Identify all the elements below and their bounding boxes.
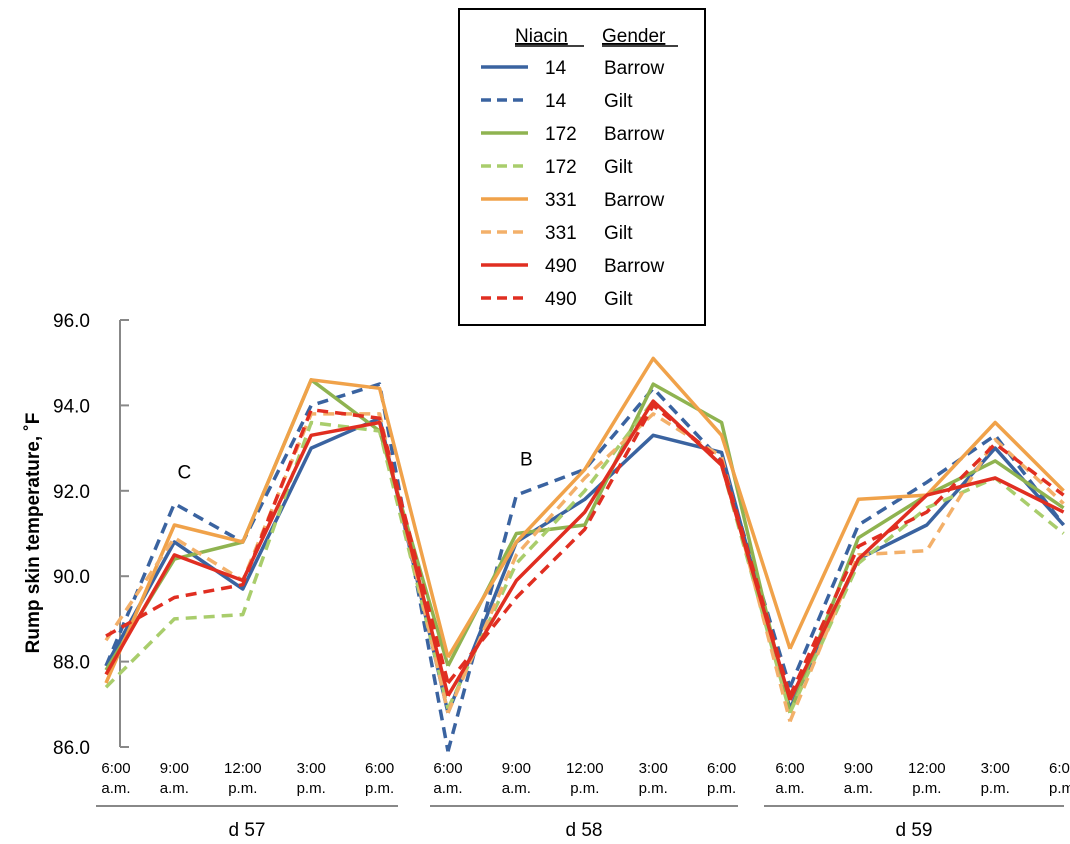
x-tick-period: p.m. [365, 780, 394, 797]
x-tick-period: a.m. [844, 780, 873, 797]
x-tick-time: 6:00 [775, 760, 804, 777]
series-331-barrow-line [104, 378, 450, 684]
series-172-gilt-line [104, 420, 450, 710]
annotations: CB [178, 450, 533, 484]
x-tick-period: p.m. [1049, 780, 1070, 797]
x-tick-time: 3:00 [981, 760, 1010, 777]
legend-niacin: 490 [545, 289, 577, 310]
legend-gender: Barrow [604, 124, 664, 145]
legend-niacin: 14 [545, 91, 567, 112]
legend-niacin: 331 [545, 223, 577, 244]
series-490-gilt-line [105, 407, 450, 684]
x-tick-period: p.m. [228, 780, 257, 797]
x-tick-time: 9:00 [502, 760, 531, 777]
legend-header-gender: Gender [602, 26, 666, 47]
series-14-gilt-line [788, 433, 1065, 688]
legend-gender: Barrow [604, 58, 664, 79]
y-tick-label: 88.0 [53, 653, 90, 674]
x-tick-period: a.m. [101, 780, 130, 797]
y-axis-label: Rump skin temperature, ˚F [23, 413, 44, 654]
y-tick-label: 96.0 [53, 311, 90, 332]
x-tick-period: a.m. [160, 780, 189, 797]
series-490-barrow-line [446, 399, 792, 701]
legend-niacin: 490 [545, 256, 577, 277]
y-tick-label: 90.0 [53, 567, 90, 588]
x-tick-period: p.m. [297, 780, 326, 797]
legend-gender: Gilt [604, 91, 633, 112]
legend-header-niacin: Niacin [515, 26, 568, 47]
day-label: d 57 [229, 820, 266, 841]
x-tick-time: 3:00 [297, 760, 326, 777]
x-tick-time: 9:00 [160, 760, 189, 777]
x-tick-period: p.m. [570, 780, 599, 797]
x-tick-time: 6:00 [365, 760, 394, 777]
series-490-gilt-line [788, 442, 1065, 697]
x-tick-time: 6:00 [101, 760, 130, 777]
x-tick-time: 6:00 [1049, 760, 1070, 777]
x-tick-time: 9:00 [844, 760, 873, 777]
legend-niacin: 331 [545, 190, 577, 211]
x-tick-time: 12:00 [224, 760, 262, 777]
x-tick-time: 12:00 [566, 760, 604, 777]
x-tick-period: p.m. [981, 780, 1010, 797]
annotation-B: B [520, 450, 533, 471]
x-tick-period: a.m. [433, 780, 462, 797]
x-tick-period: p.m. [912, 780, 941, 797]
series-490-barrow-line [788, 476, 1065, 701]
x-tick-time: 6:00 [707, 760, 736, 777]
x-tick-time: 3:00 [639, 760, 668, 777]
x-tick-time: 12:00 [908, 760, 946, 777]
legend: Niacin Gender 14 Barrow 14 Gilt 172 Barrow 172 Gi… [458, 8, 706, 326]
legend-box [458, 8, 706, 326]
y-tick-label: 86.0 [53, 738, 90, 759]
series-14-gilt-line [104, 382, 450, 752]
x-tick-period: p.m. [707, 780, 736, 797]
annotation-C: C [178, 463, 192, 484]
legend-niacin: 172 [545, 157, 577, 178]
series-172-barrow-line [104, 378, 450, 672]
legend-gender: Gilt [604, 223, 633, 244]
legend-niacin: 14 [545, 58, 567, 79]
series-490-gilt-line [446, 403, 792, 697]
x-tick-period: p.m. [639, 780, 668, 797]
day-label: d 58 [566, 820, 603, 841]
day-label: d 59 [896, 820, 933, 841]
series-14-barrow-line [788, 446, 1065, 710]
y-tick-label: 92.0 [53, 482, 90, 503]
x-tick-period: a.m. [502, 780, 531, 797]
axes: 96.0 94.0 92.0 90.0 88.0 86.0 Rump skin temper… [23, 311, 1070, 841]
x-tick-period: a.m. [775, 780, 804, 797]
legend-gender: Gilt [604, 289, 633, 310]
series-331-barrow-line [446, 356, 792, 659]
series-layer [104, 356, 1065, 752]
legend-gender: Barrow [604, 190, 664, 211]
legend-gender: Barrow [604, 256, 664, 277]
series-172-barrow-line [446, 382, 792, 714]
legend-niacin: 172 [545, 124, 577, 145]
x-tick-time: 6:00 [433, 760, 462, 777]
y-tick-label: 94.0 [53, 396, 90, 417]
legend-gender: Gilt [604, 157, 633, 178]
